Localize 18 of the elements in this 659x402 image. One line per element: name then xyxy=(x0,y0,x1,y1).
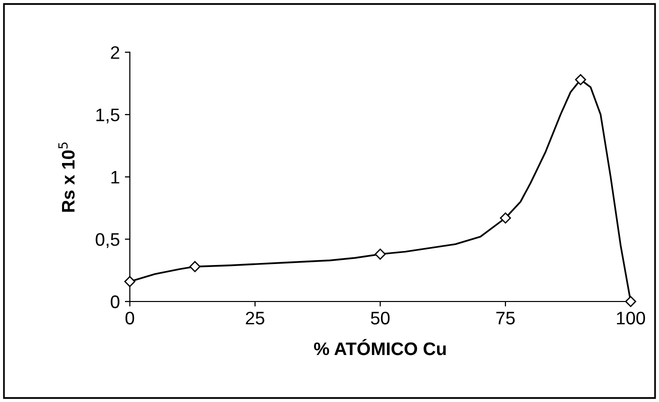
x-tick-label: 50 xyxy=(370,312,390,324)
point xyxy=(500,212,511,224)
y-tick-label: 0,5 xyxy=(96,233,120,248)
point xyxy=(575,74,586,86)
y-axis-title: Rs x 10$^{5}$ xyxy=(58,142,75,212)
point xyxy=(625,296,636,308)
point xyxy=(374,248,386,260)
x-tick-label: 100 xyxy=(616,312,646,324)
y-tick-label: 1 xyxy=(111,171,120,184)
y-tick-label: 1,5 xyxy=(96,108,120,124)
point xyxy=(124,276,136,288)
x-tick-label: 25 xyxy=(246,312,264,324)
x-axis-title: % ATÓMICO Cu xyxy=(314,339,446,356)
y-tick-label: 0 xyxy=(110,295,120,308)
x-tick-label: 75 xyxy=(496,312,515,324)
point xyxy=(189,261,200,272)
y-tick-label: 2 xyxy=(110,46,120,59)
x-tick-label: 0 xyxy=(126,312,134,324)
